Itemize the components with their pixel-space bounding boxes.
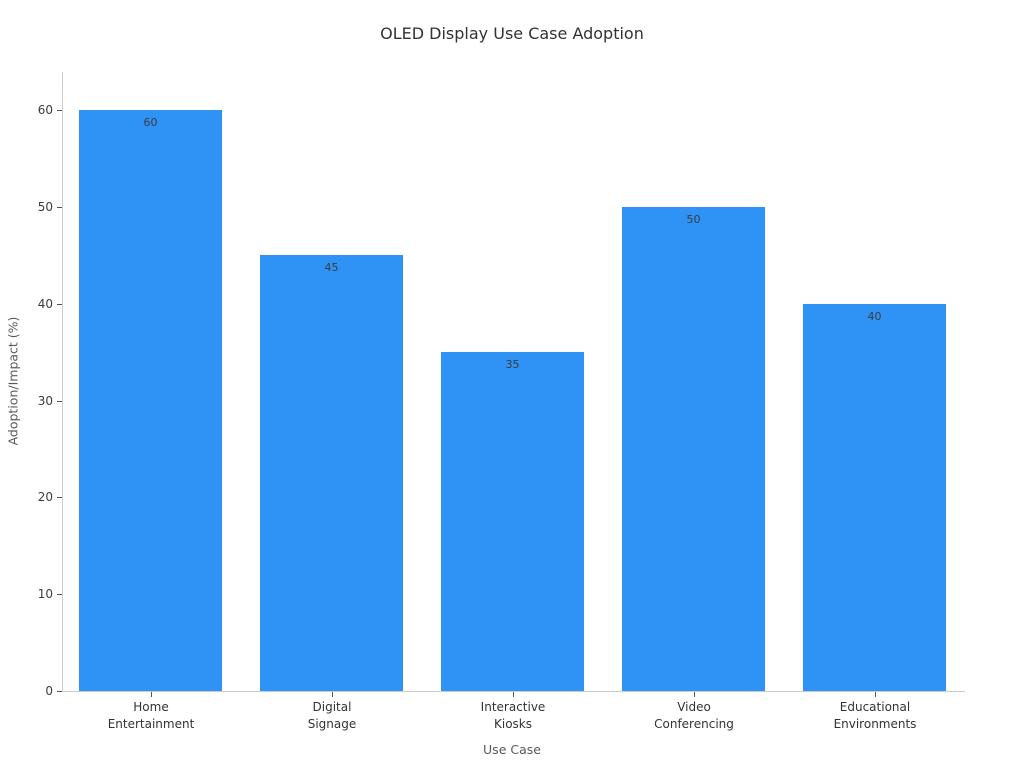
y-tick-label: 10: [37, 587, 53, 601]
y-tick-mark: [57, 207, 62, 208]
y-tick-label: 20: [37, 490, 53, 504]
y-tick-mark: [57, 401, 62, 402]
y-tick-mark: [57, 497, 62, 498]
x-tick-mark: [875, 692, 876, 697]
x-tick-mark: [151, 692, 152, 697]
bar: [622, 207, 765, 691]
y-tick-mark: [57, 594, 62, 595]
bar-value-label: 45: [324, 261, 339, 274]
x-tick-label: Video Conferencing: [654, 700, 734, 731]
bar-value-label: 60: [143, 116, 158, 129]
chart-title: OLED Display Use Case Adoption: [380, 24, 644, 43]
bar: [803, 304, 946, 691]
x-tick-label: Home Entertainment: [107, 700, 195, 731]
bar-value-label: 40: [867, 310, 882, 323]
y-tick-label: 0: [45, 684, 53, 698]
y-axis-label: Adoption/Impact (%): [5, 316, 21, 446]
y-tick-mark: [57, 110, 62, 111]
x-tick-label: Digital Signage: [307, 700, 357, 731]
y-axis-line: [62, 72, 63, 691]
y-tick-label: 50: [37, 200, 53, 214]
bar: [441, 352, 584, 691]
y-tick-label: 40: [37, 297, 53, 311]
x-tick-mark: [513, 692, 514, 697]
bar-value-label: 35: [505, 358, 520, 371]
bar: [79, 110, 222, 691]
y-tick-mark: [57, 691, 62, 692]
x-axis-line: [62, 691, 965, 692]
x-tick-mark: [332, 692, 333, 697]
y-tick-label: 30: [37, 394, 53, 408]
bar: [260, 255, 403, 691]
x-tick-label: Educational Environments: [833, 700, 917, 731]
x-tick-mark: [694, 692, 695, 697]
bar-value-label: 50: [686, 213, 701, 226]
x-tick-label: Interactive Kiosks: [480, 700, 546, 731]
y-tick-mark: [57, 304, 62, 305]
x-axis-label: Use Case: [483, 742, 541, 757]
y-tick-label: 60: [37, 103, 53, 117]
